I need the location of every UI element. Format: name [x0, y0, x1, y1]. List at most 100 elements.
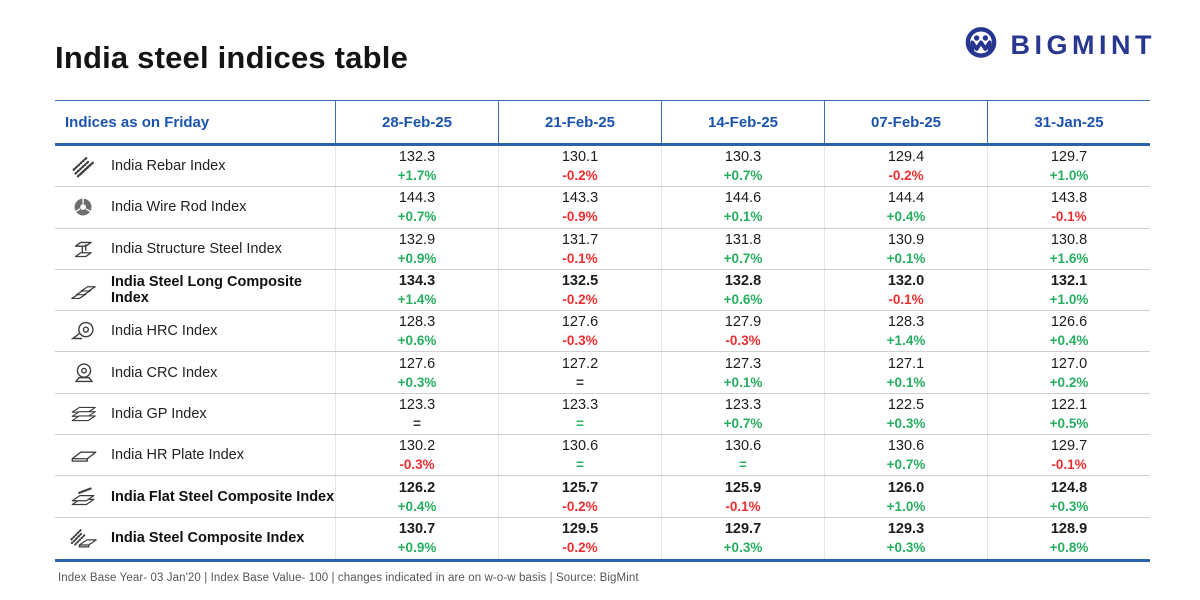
- wow-change: -0.1%: [562, 250, 598, 266]
- wow-change: +0.1%: [723, 209, 763, 225]
- index-value: 127.1: [887, 355, 925, 372]
- flat-steel-stack-icon: [67, 485, 101, 509]
- value-cell: 129.3 +0.3%: [824, 517, 987, 559]
- header-date-4: 07-Feb-25: [824, 101, 987, 143]
- value-cell: 130.1 -0.2%: [498, 146, 661, 187]
- index-value: 134.3: [398, 273, 436, 290]
- index-value: 128.3: [398, 314, 436, 331]
- wow-change: +0.7%: [723, 250, 763, 266]
- index-value: 126.6: [1050, 314, 1088, 331]
- wow-change: +0.4%: [1049, 333, 1089, 349]
- table-row: India Structure Steel Index 132.9 +0.9% 131…: [55, 228, 1150, 270]
- value-cell: 127.2 =: [498, 352, 661, 393]
- gp-sheets-icon: [67, 402, 101, 426]
- table-row: India HRC Index 128.3 +0.6% 127.6 -0.3% 127.9…: [55, 311, 1150, 353]
- index-value: 130.8: [1050, 231, 1088, 248]
- value-cell: 128.3 +0.6%: [335, 311, 498, 352]
- header-date-2: 21-Feb-25: [498, 101, 661, 143]
- index-value: 126.2: [398, 479, 436, 496]
- wow-change: =: [739, 457, 747, 473]
- wow-change: +0.7%: [886, 457, 926, 473]
- index-label-cell: India Steel Long Composite Index: [55, 270, 335, 310]
- index-value: 131.8: [724, 231, 762, 248]
- index-value: 130.6: [561, 438, 599, 455]
- wow-change: +1.0%: [886, 498, 926, 514]
- wow-change: -0.2%: [562, 168, 598, 184]
- index-value: 127.2: [561, 355, 599, 372]
- index-value: 130.7: [398, 521, 436, 538]
- value-cell: 134.3 +1.4%: [335, 269, 498, 311]
- value-cell: 143.3 -0.9%: [498, 187, 661, 228]
- index-value: 126.0: [887, 479, 925, 496]
- index-label-cell: India Structure Steel Index: [55, 229, 335, 269]
- wow-change: +0.8%: [1049, 540, 1089, 556]
- table-header-row: Indices as on Friday 28-Feb-25 21-Feb-25…: [55, 100, 1150, 146]
- table-row: India Steel Long Composite Index 134.3 +1.…: [55, 269, 1150, 312]
- index-value: 129.4: [887, 149, 925, 166]
- wow-change: +0.3%: [886, 415, 926, 431]
- wow-change: +1.6%: [1049, 250, 1089, 266]
- index-value: 132.1: [1050, 273, 1088, 290]
- value-cell: 125.7 -0.2%: [498, 476, 661, 517]
- index-value: 127.0: [1050, 355, 1088, 372]
- value-cell: 132.0 -0.1%: [824, 269, 987, 311]
- rebar-icon: [67, 154, 101, 178]
- index-value: 127.6: [398, 355, 436, 372]
- index-value: 123.3: [724, 396, 762, 413]
- value-cell: 127.6 -0.3%: [498, 311, 661, 352]
- hrc-coil-icon: [67, 319, 101, 343]
- wow-change: -0.2%: [888, 168, 924, 184]
- index-value: 130.1: [561, 149, 599, 166]
- wow-change: +0.6%: [723, 292, 763, 308]
- wow-change: -0.3%: [725, 333, 761, 349]
- wow-change: =: [576, 374, 584, 390]
- wow-change: +0.3%: [1049, 498, 1089, 514]
- value-cell: 129.7 +0.3%: [661, 517, 824, 559]
- wow-change: +0.3%: [723, 540, 763, 556]
- index-value: 129.3: [887, 521, 925, 538]
- index-value: 127.9: [724, 314, 762, 331]
- wow-change: -0.9%: [562, 209, 598, 225]
- wow-change: +0.7%: [723, 415, 763, 431]
- index-value: 130.2: [398, 438, 436, 455]
- index-value: 122.1: [1050, 396, 1088, 413]
- value-cell: 128.3 +1.4%: [824, 311, 987, 352]
- table-body: India Rebar Index 132.3 +1.7% 130.1 -0.2% 130…: [55, 146, 1150, 562]
- index-value: 143.3: [561, 190, 599, 207]
- index-value: 130.9: [887, 231, 925, 248]
- structure-steel-icon: [67, 237, 101, 261]
- value-cell: 127.0 +0.2%: [987, 352, 1150, 393]
- index-value: 122.5: [887, 396, 925, 413]
- value-cell: 129.4 -0.2%: [824, 146, 987, 187]
- index-value: 129.7: [1050, 149, 1088, 166]
- wow-change: +1.0%: [1049, 168, 1089, 184]
- index-name: India Rebar Index: [111, 158, 226, 175]
- bigmint-logo-icon: [960, 24, 1002, 66]
- wow-change: +0.1%: [723, 374, 763, 390]
- wow-change: -0.1%: [1051, 209, 1087, 225]
- header-indices-as-on-friday: Indices as on Friday: [65, 113, 210, 131]
- index-label-cell: India GP Index: [55, 394, 335, 434]
- crc-coil-icon: [67, 361, 101, 385]
- value-cell: 144.6 +0.1%: [661, 187, 824, 228]
- wow-change: +0.7%: [723, 168, 763, 184]
- wire-rod-coil-icon: [67, 195, 101, 219]
- wow-change: +0.9%: [397, 540, 437, 556]
- wow-change: -0.2%: [562, 540, 598, 556]
- index-value: 125.9: [724, 479, 762, 496]
- index-value: 130.6: [887, 438, 925, 455]
- index-label-cell: India HR Plate Index: [55, 435, 335, 475]
- value-cell: 131.8 +0.7%: [661, 228, 824, 269]
- index-value: 132.0: [887, 273, 925, 290]
- wow-change: -0.2%: [562, 498, 598, 514]
- wow-change: +0.1%: [886, 374, 926, 390]
- table-row: India CRC Index 127.6 +0.3% 127.2 = 127.3 +0.1…: [55, 352, 1150, 394]
- wow-change: -0.3%: [562, 333, 598, 349]
- value-cell: 132.5 -0.2%: [498, 269, 661, 311]
- value-cell: 130.8 +1.6%: [987, 228, 1150, 269]
- wow-change: +1.4%: [886, 333, 926, 349]
- value-cell: 130.7 +0.9%: [335, 517, 498, 559]
- index-value: 123.3: [561, 396, 599, 413]
- index-label-cell: India Steel Composite Index: [55, 518, 335, 559]
